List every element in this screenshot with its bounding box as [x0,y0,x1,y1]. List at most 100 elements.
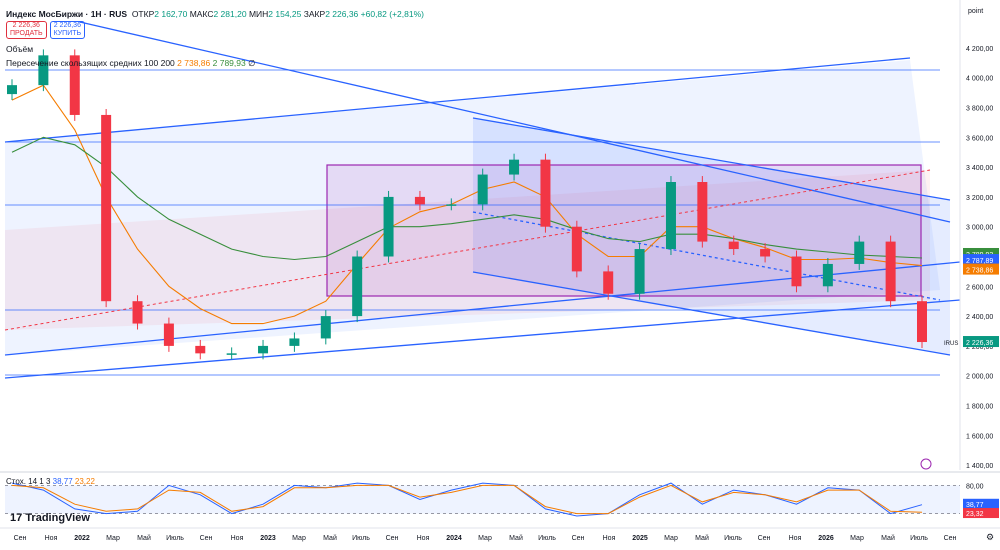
stoch-k-value: 38,77 [52,477,73,486]
candle-body [414,196,425,205]
candle-body [571,226,582,272]
stoch-legend: Стох. 14 1 3 38,77 23,22 [6,477,95,486]
symbol-title: Индекс МосБиржи · 1Н · RUS [6,9,128,19]
stoch-tick-label: 80,00 [966,483,984,490]
price-tick-label: 4 200,00 [966,46,993,53]
time-tick-label: Сен [386,535,399,542]
time-tick-label: 2022 [74,535,90,542]
trend-line-1 [79,21,951,223]
upper-channel-fill [5,60,940,355]
candle-body [760,249,771,257]
axis-marker-label: 2 738,86 [966,268,993,275]
candle-body [634,249,645,294]
candle-body [665,182,676,250]
candle-body [791,256,802,287]
time-tick-label: Май [137,534,151,542]
candle-body [132,301,143,324]
low-label: МИН [248,9,269,19]
time-tick-label: Ноя [603,535,616,542]
candle-body [69,55,80,115]
time-tick-label: Июль [724,535,742,542]
tv-logo-icon: 17 [10,512,23,524]
change-value: +60,82 (+2,81%) [360,9,424,19]
time-tick-label: Сен [944,535,957,542]
stoch-k-marker-bg [963,498,999,509]
candle-body [446,204,457,206]
candle-body [289,338,300,346]
time-tick-label: Ноя [231,535,244,542]
time-tick-label: Сен [200,535,213,542]
ma-line-ma100 [11,84,923,325]
stoch-d-marker-bg [963,508,999,519]
sell-button[interactable]: 2 226,36 ПРОДАТЬ [6,21,47,39]
time-tick-label: Май [323,534,337,542]
close-label: ЗАКР [303,9,326,19]
low-value: 2 154,25 [268,9,302,19]
price-tick-label: 3 400,00 [966,165,993,172]
time-tick-label: Ноя [417,535,430,542]
trend-line-6 [472,211,941,301]
candle-body [320,316,331,339]
price-tick-label: 3 200,00 [966,195,993,202]
price-tick-label: 2 200,00 [966,344,993,351]
settings-gear-icon[interactable]: ⚙ [986,532,994,542]
close-value: 2 226,36 [325,9,359,19]
candle-body [101,114,112,302]
trend-line-5 [4,299,961,379]
stoch-d-line [11,484,923,515]
price-tick-label: 1 800,00 [966,404,993,411]
candle-body [226,353,237,355]
ma-empty-icon: ∅ [248,58,256,68]
price-tick-label: 1 400,00 [966,463,993,470]
candle-body [917,301,927,343]
time-tick-label: Май [509,534,523,542]
stoch-d-marker: 23,32 [966,511,984,518]
tradingview-logo[interactable]: 17 TradingView [10,512,90,524]
price-unit: point [968,8,984,15]
time-tick-label: Мар [850,535,864,542]
ma-label[interactable]: Пересечение скользящих средних 100 200 [6,58,175,68]
volume-label[interactable]: Объём [6,44,34,54]
axis-marker-label: 2 787,89 [966,258,993,265]
time-tick-label: Май [881,534,895,542]
candle-body [885,241,896,302]
price-tick-label: 3 800,00 [966,106,993,113]
time-tick-label: Сен [572,535,585,542]
axis-marker-bg [963,247,999,259]
event-icon [920,458,932,470]
axis-marker-bg [963,263,999,275]
sell-label: ПРОДАТЬ [10,30,43,37]
trend-line-3 [472,271,951,356]
time-tick-label: Мар [292,535,306,542]
sell-price: 2 226,36 [12,22,40,29]
time-tick-label: Сен [758,535,771,542]
time-tick-label: Мар [664,535,678,542]
time-tick-label: 2024 [446,535,462,542]
tv-logo-text: TradingView [25,512,90,524]
candle-body [540,159,551,227]
trend-line-0 [4,57,911,143]
time-tick-label: Май [695,534,709,542]
candle-body [38,55,49,86]
price-tick-label: 2 600,00 [966,284,993,291]
ma-value-2: 2 789,93 [212,58,246,68]
last-price-symbol: IRUS [944,341,958,347]
open-value: 2 162,70 [154,9,188,19]
ma-value-1: 2 738,86 [177,58,211,68]
chart-legend: Индекс МосБиржи · 1Н · RUS ОТКР2 162,70 … [6,8,424,69]
high-value: 2 281,20 [213,9,247,19]
candle-body [728,241,739,250]
candle-body [195,345,206,354]
buy-label: КУПИТЬ [53,30,82,37]
time-tick-label: 2026 [818,535,834,542]
price-tick-label: 2 000,00 [966,374,993,381]
candle-body [822,263,833,287]
candle-body [352,256,363,317]
buy-button[interactable]: 2 226,36 КУПИТЬ [49,21,86,39]
red-dashed-trend [4,169,931,331]
time-tick-label: Ноя [45,535,58,542]
candle-body [163,323,174,346]
price-tick-label: 1 600,00 [966,433,993,440]
candle-body [258,345,269,354]
